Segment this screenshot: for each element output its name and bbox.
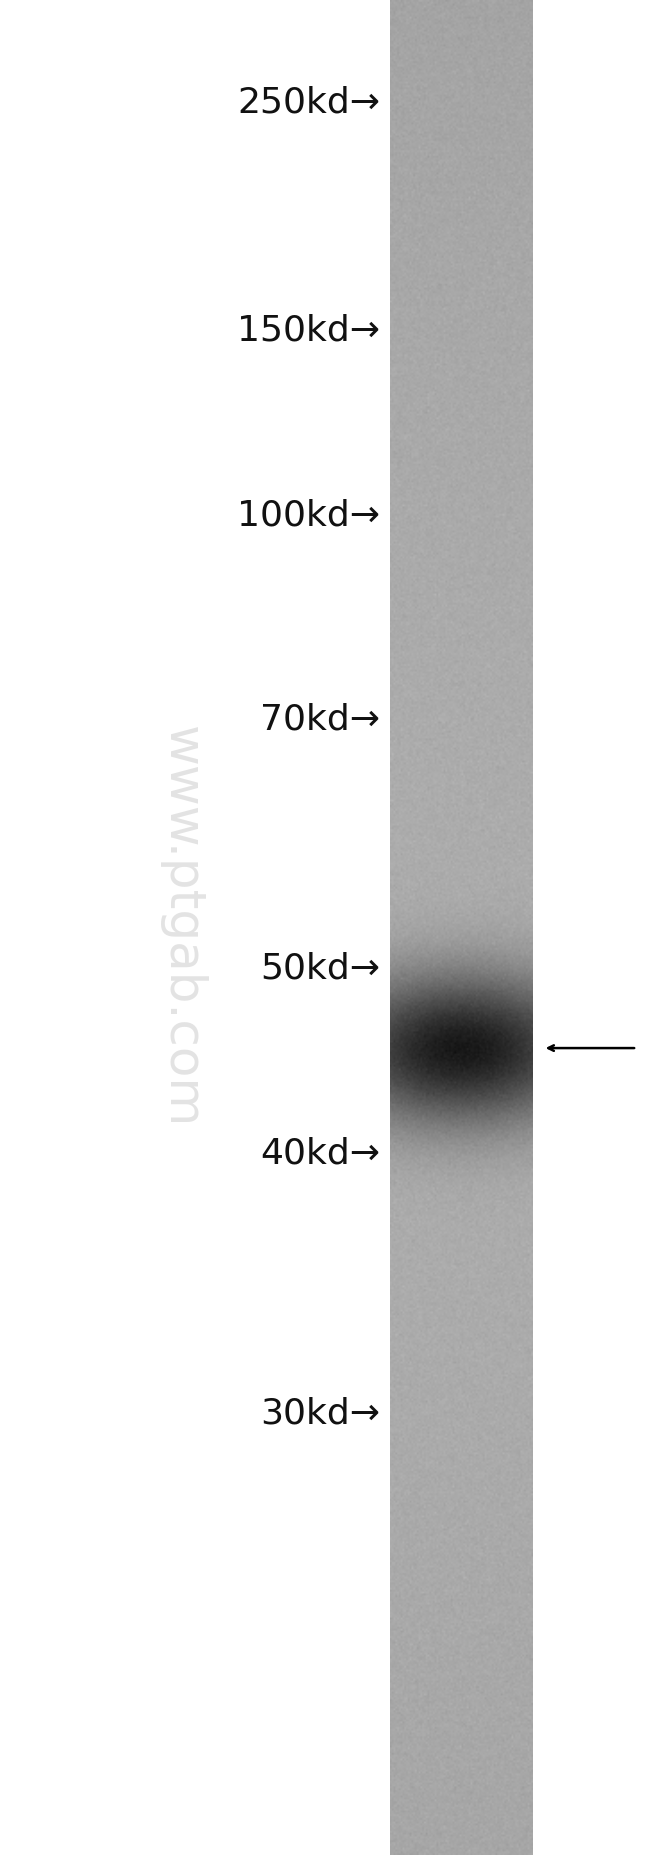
Text: 30kd→: 30kd→ [260,1397,380,1430]
Text: 50kd→: 50kd→ [260,952,380,985]
Text: 150kd→: 150kd→ [237,313,380,347]
Text: 100kd→: 100kd→ [237,499,380,532]
Text: 70kd→: 70kd→ [260,703,380,736]
Text: www.ptgab.com: www.ptgab.com [158,727,206,1128]
Text: 40kd→: 40kd→ [260,1137,380,1171]
Text: 250kd→: 250kd→ [237,85,380,119]
